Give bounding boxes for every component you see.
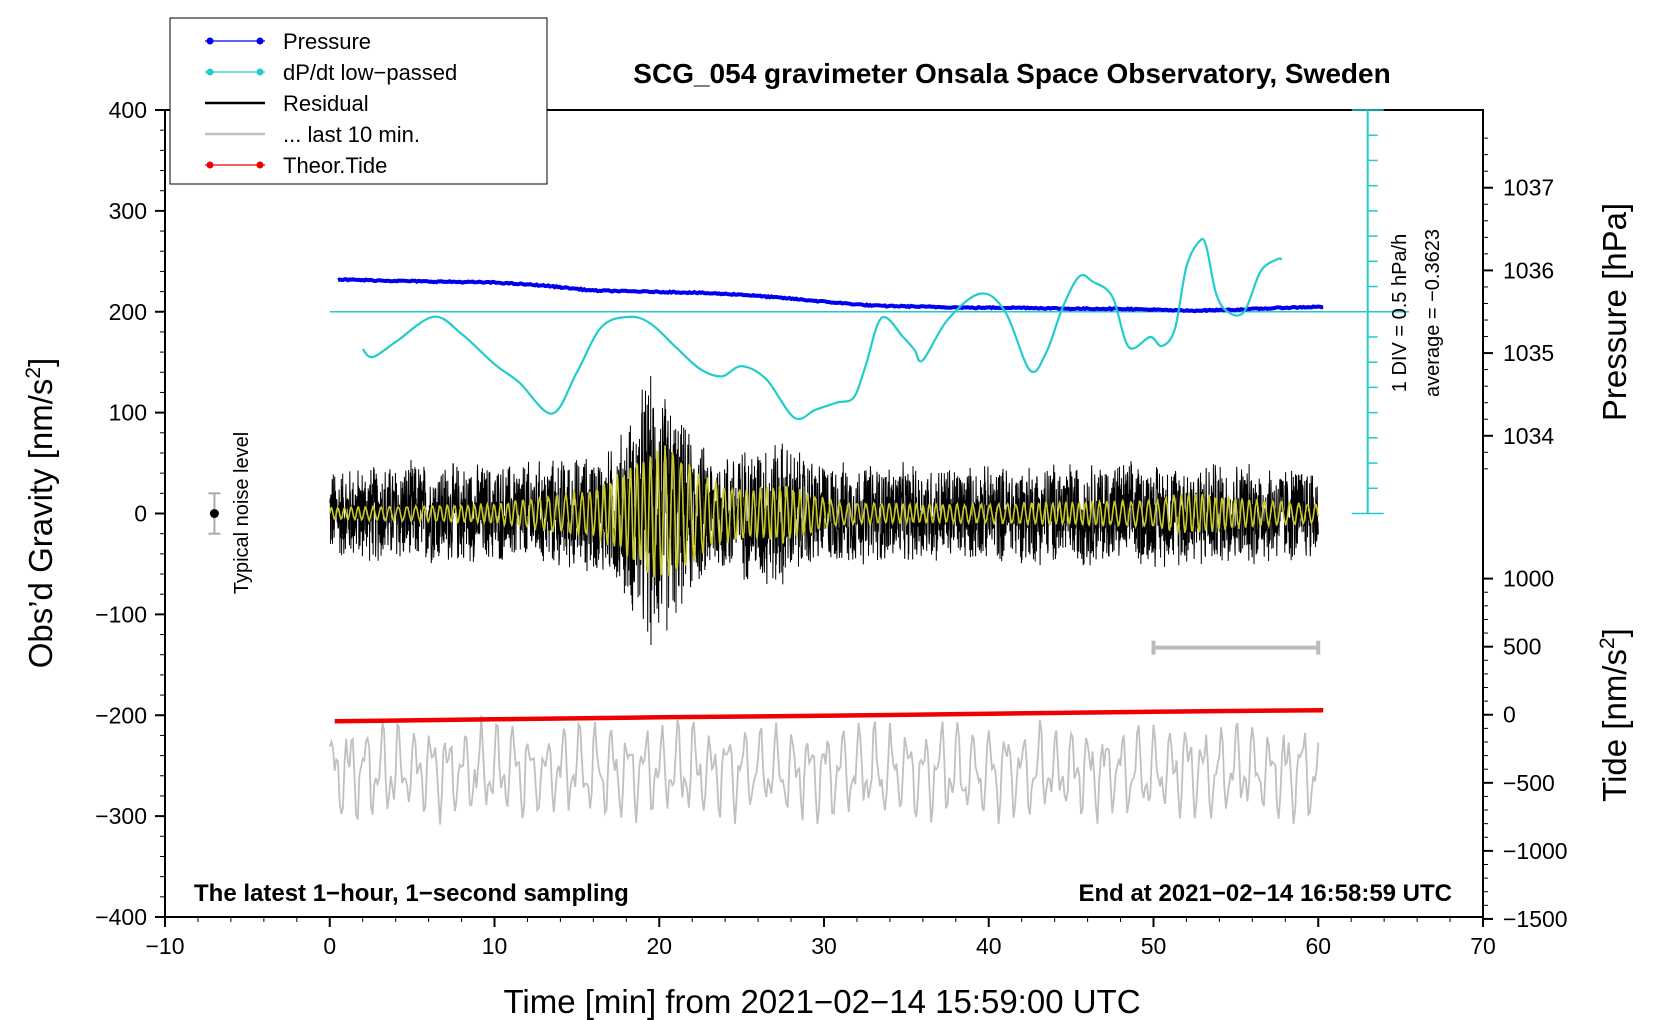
legend-label: dP/dt low−passed [283, 60, 457, 85]
tide-tick-label: −1000 [1503, 838, 1568, 864]
y-axis-tide-title-sup: 2 [1596, 637, 1619, 649]
dpdt-division-label: 1 DIV = 0.5 hPa/h [1389, 234, 1411, 392]
pressure-tick-label: 1037 [1503, 175, 1554, 201]
tide-tick-label: −500 [1503, 770, 1555, 796]
y-axis-pressure: 1034 1035 1036 1037 [1483, 137, 1554, 470]
x-tick-label: 20 [646, 933, 672, 959]
series-filtered-residual [329, 445, 1320, 578]
y-axis-tide: −1500 −1000 −500 0 500 1000 [1483, 566, 1568, 932]
x-tick-label: 60 [1305, 933, 1331, 959]
x-tick-label: 30 [811, 933, 837, 959]
y-axis-pressure-title: Pressure [hPa] [1596, 203, 1633, 421]
chart-title: SCG_054 gravimeter Onsala Space Observat… [633, 58, 1390, 89]
x-tick-label: 10 [482, 933, 508, 959]
series-pressure [337, 277, 1324, 314]
y-tick-label: 200 [109, 299, 147, 325]
y-tick-label: −200 [95, 702, 147, 728]
legend-label: Pressure [283, 29, 371, 54]
y-tick-label: −300 [95, 803, 147, 829]
x-tick-label: 0 [323, 933, 336, 959]
x-tick-label: 40 [976, 933, 1002, 959]
series-dpdt-low-passed [361, 237, 1283, 420]
tide-tick-label: 500 [1503, 634, 1541, 660]
series-last-10-min [328, 715, 1320, 825]
legend-marker-start [206, 37, 214, 45]
legend-label: Theor.Tide [283, 153, 387, 178]
y-axis-gravity-title-main: Obs’d Gravity [nm/s [22, 379, 59, 669]
y-tick-label: 100 [109, 400, 147, 426]
y-axis-gravity: −400 −300 −200 −100 0 100 200 300 400 [95, 97, 165, 930]
tide-tick-label: 1000 [1503, 566, 1554, 592]
y-axis-gravity-title-sup: 2 [22, 367, 45, 379]
tide-tick-label: −1500 [1503, 906, 1568, 932]
x-tick-label: 50 [1141, 933, 1167, 959]
y-axis-tide-title-main: Tide [nm/s [1596, 649, 1633, 802]
pressure-tick-label: 1035 [1503, 340, 1554, 366]
legend-marker-end [256, 161, 264, 169]
legend-box [169, 17, 548, 185]
last-10-min-bar [1151, 640, 1321, 655]
x-axis: −10 0 10 20 30 40 50 60 70 [145, 917, 1496, 959]
y-tick-label: 0 [134, 501, 147, 527]
y-axis-gravity-title: Obs’d Gravity [nm/s2] [22, 358, 59, 669]
legend-label: Residual [283, 91, 369, 116]
legend-marker-start [206, 161, 214, 169]
end-time-annotation: End at 2021−02−14 16:58:59 UTC [1078, 880, 1452, 907]
noise-level-marker [208, 492, 221, 535]
y-tick-label: −100 [95, 601, 147, 627]
x-axis-title: Time [min] from 2021−02−14 15:59:00 UTC [503, 983, 1140, 1020]
tide-tick-label: 0 [1503, 702, 1516, 728]
series-theor-tide [334, 707, 1324, 724]
noise-level-label: Typical noise level [231, 432, 253, 594]
noise-dot [209, 509, 219, 518]
y-tick-label: 300 [109, 198, 147, 224]
pressure-tick-label: 1036 [1503, 257, 1554, 283]
y-axis-tide-title: Tide [nm/s2] [1596, 628, 1633, 802]
pressure-tick-label: 1034 [1503, 423, 1554, 449]
legend-marker-end [256, 37, 264, 45]
y-tick-label: −400 [95, 904, 147, 930]
legend-marker-start [206, 68, 214, 76]
x-tick-label: −10 [145, 933, 184, 959]
y-axis-gravity-title-end: ] [22, 358, 59, 367]
dpdt-average-label: average = −0.3623 [1422, 229, 1444, 397]
legend-marker-end [256, 68, 264, 76]
y-axis-tide-title-end: ] [1596, 628, 1633, 637]
legend-label: ... last 10 min. [283, 122, 420, 147]
y-tick-label: 400 [109, 97, 147, 123]
x-tick-label: 70 [1470, 933, 1496, 959]
legend: Pressure dP/dt low−passed Residual ... last… [169, 17, 548, 185]
sampling-annotation: The latest 1−hour, 1−second sampling [194, 880, 629, 907]
